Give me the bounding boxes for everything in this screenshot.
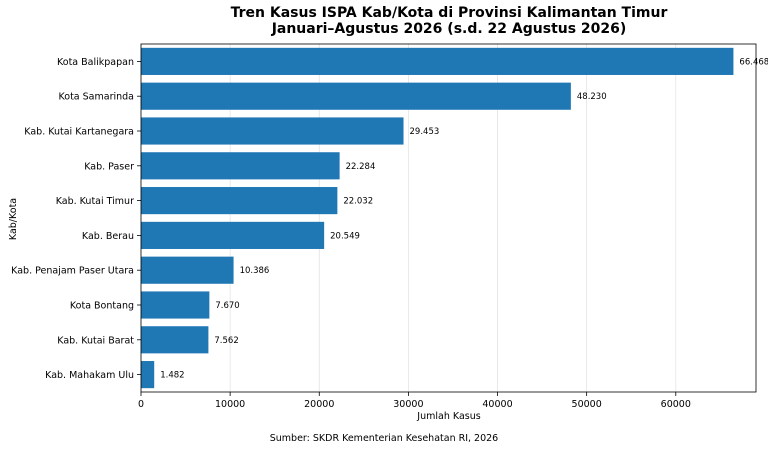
- bars: [141, 47, 734, 389]
- bar: [141, 152, 340, 180]
- data-label: 20.549: [330, 231, 360, 241]
- source-note: Sumber: SKDR Kementerian Kesehatan RI, 2…: [270, 433, 498, 444]
- x-tick-label: 60000: [661, 399, 691, 410]
- category-label: Kota Bontang: [70, 301, 134, 312]
- category-label: Kab. Kutai Barat: [57, 335, 134, 346]
- bar: [141, 256, 234, 284]
- bar: [141, 187, 338, 215]
- category-label: Kab. Mahakam Ulu: [45, 370, 134, 381]
- data-label: 22.284: [346, 162, 376, 172]
- data-label: 48.230: [577, 92, 607, 102]
- x-tick-label: 0: [138, 399, 144, 410]
- category-labels: Kota Balikpapan Kota Samarinda Kab. Kutai …: [11, 57, 141, 381]
- x-tick-label: 40000: [482, 399, 512, 410]
- data-label: 66.468: [739, 57, 768, 67]
- data-label: 29.453: [410, 127, 440, 137]
- category-label: Kab. Kutai Kartanegara: [24, 127, 134, 138]
- bar: [141, 82, 571, 110]
- plot-frame: [140, 43, 757, 393]
- category-label: Kab. Kutai Timur: [56, 196, 134, 207]
- data-label: 10.386: [240, 266, 270, 276]
- category-label: Kab. Berau: [82, 231, 134, 242]
- bar: [141, 221, 325, 249]
- category-label: Kota Samarinda: [59, 92, 134, 103]
- category-label: Kab. Penajam Paser Utara: [11, 266, 134, 277]
- data-label: 7.670: [215, 301, 239, 311]
- category-label: Kab. Paser: [84, 161, 134, 172]
- y-axis-title: Kab/Kota: [8, 198, 19, 240]
- chart-title: Tren Kasus ISPA Kab/Kota di Provinsi Kal…: [231, 5, 668, 21]
- x-tick-label: 30000: [393, 399, 423, 410]
- bar: [141, 291, 210, 319]
- data-label: 7.562: [214, 336, 238, 346]
- bar: [141, 117, 404, 145]
- bar: [141, 361, 155, 389]
- x-tick-label: 20000: [304, 399, 334, 410]
- data-label: 22.032: [343, 197, 373, 207]
- data-labels: 66.468 48.230 29.453 22.284 22.032 20.549 10.3…: [160, 57, 768, 380]
- category-label: Kota Balikpapan: [57, 57, 134, 68]
- bar: [141, 47, 734, 75]
- bar: [141, 326, 209, 354]
- chart-subtitle: Januari–Agustus 2026 (s.d. 22 Agustus 20…: [271, 21, 627, 37]
- x-tick-label: 50000: [572, 399, 602, 410]
- data-label: 1.482: [160, 371, 184, 381]
- x-tick-label: 10000: [215, 399, 245, 410]
- x-axis-title: Jumlah Kasus: [416, 411, 480, 422]
- x-ticks: 0 10000 20000 30000 40000 50000 60000: [138, 392, 691, 410]
